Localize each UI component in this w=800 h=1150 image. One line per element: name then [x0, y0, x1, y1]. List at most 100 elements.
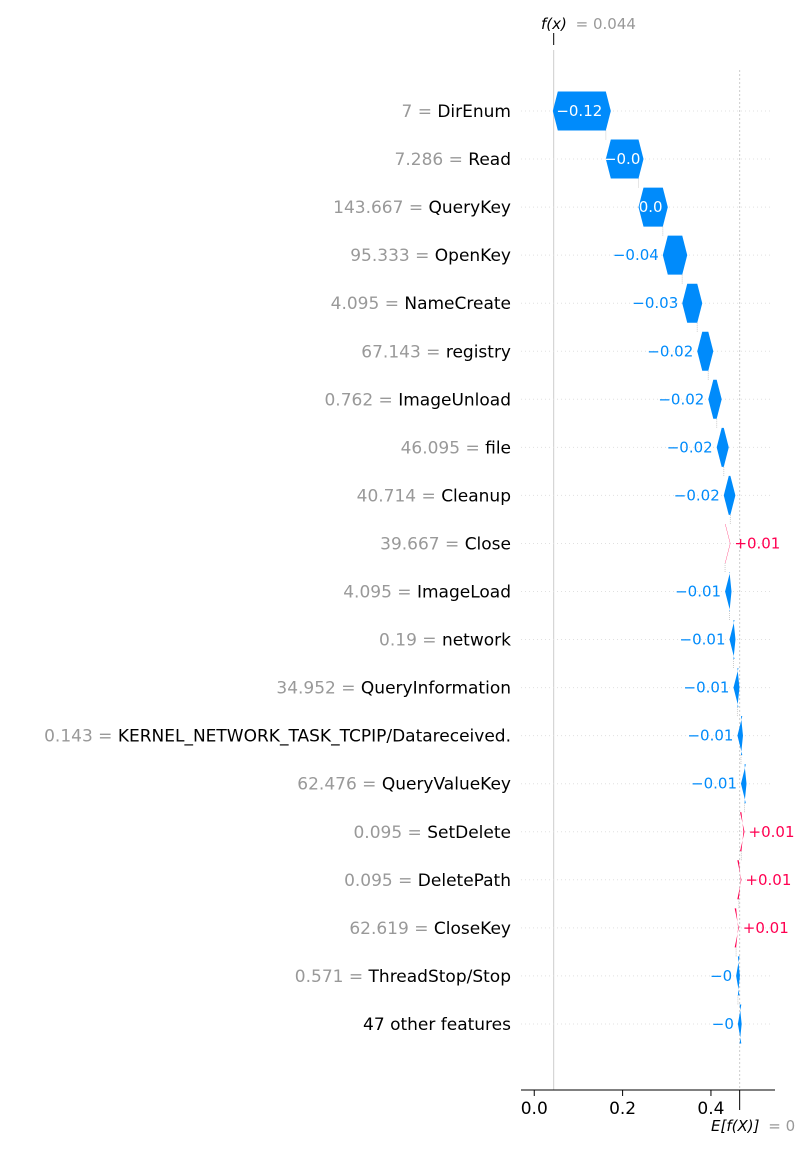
bar-value-label: −0.04	[613, 246, 659, 264]
bar-value-label: −0.12	[556, 102, 602, 120]
negative-contribution-bar	[729, 620, 736, 660]
feature-name: DeletePath	[418, 871, 511, 891]
bar-value-label: −0.02	[667, 438, 713, 456]
feature-value: 39.667 =	[380, 534, 465, 554]
feature-value: 40.714 =	[357, 486, 442, 506]
feature-value: 0.19 =	[379, 631, 442, 651]
feature-value: 4.095 =	[331, 294, 405, 314]
feature-label: 47 other features	[363, 1015, 511, 1035]
positive-contribution-bar	[740, 812, 745, 852]
feature-label: 7 = DirEnum	[401, 102, 511, 122]
feature-value: 95.333 =	[350, 246, 435, 266]
x-tick-label: 0.4	[697, 1099, 724, 1119]
x-tick-label: 0.0	[521, 1099, 548, 1119]
feature-name: ImageUnload	[398, 390, 511, 410]
feature-name: Close	[465, 534, 511, 554]
feature-value: 7.286 =	[395, 150, 469, 170]
bar-value-label: +0.01	[734, 534, 780, 552]
feature-name: ThreadStop/Stop	[368, 967, 511, 987]
positive-contribution-bar	[737, 860, 742, 900]
bar-value-label: −0.01	[691, 775, 737, 793]
expected-value-label: E[f(X)] = 0	[711, 1117, 795, 1135]
negative-contribution-bar	[682, 283, 703, 323]
feature-name: QueryInformation	[361, 679, 511, 699]
feature-value: 0.095 =	[344, 871, 418, 891]
feature-name: QueryValueKey	[382, 775, 511, 795]
x-axis: 0.0 0.2 0.4	[521, 1089, 775, 1119]
bar-value-label: −0.01	[675, 583, 721, 601]
feature-label: 39.667 = Close	[380, 534, 511, 554]
feature-value: 4.095 =	[343, 583, 417, 603]
negative-contribution-bar	[740, 764, 747, 804]
fx-label: f(x) = 0.044	[541, 15, 636, 33]
negative-contribution-bar	[697, 331, 714, 371]
negative-contribution-bar	[552, 91, 611, 131]
feature-name: Cleanup	[441, 486, 511, 506]
bar-value-label: −0.01	[687, 727, 733, 745]
bar-value-label: −0.01	[680, 631, 726, 649]
feature-value: 0.095 =	[353, 823, 427, 843]
bar-value-label: −0.02	[658, 390, 704, 408]
feature-label: 0.571 = ThreadStop/Stop	[295, 967, 511, 987]
feature-name: KERNEL_NETWORK_TASK_TCPIP/Datareceived.	[118, 727, 511, 747]
negative-contribution-bar	[737, 716, 743, 756]
expected-label-name: E[f(X)]	[711, 1117, 760, 1135]
feature-label: 95.333 = OpenKey	[350, 246, 511, 266]
bar-value-label: −0.02	[674, 486, 720, 504]
fx-label-value: = 0.044	[576, 15, 636, 33]
negative-contribution-bar	[605, 139, 644, 179]
feature-name: Read	[468, 150, 511, 170]
feature-value: 0.143 =	[44, 727, 118, 747]
feature-value: 34.952 =	[276, 679, 361, 699]
feature-value: 0.571 =	[295, 967, 369, 987]
feature-label: 62.476 = QueryValueKey	[297, 775, 511, 795]
feature-label: 143.667 = QueryKey	[333, 198, 511, 218]
fx-label-name: f(x)	[541, 15, 567, 33]
feature-value: 46.095 =	[401, 438, 486, 458]
feature-value: 7 =	[401, 102, 437, 122]
bar-value-label: +0.01	[743, 919, 789, 937]
feature-label: 34.952 = QueryInformation	[276, 679, 511, 699]
bar-value-label: −0	[712, 1015, 734, 1033]
feature-value: 62.476 =	[297, 775, 382, 795]
feature-label: 7.286 = Read	[395, 150, 511, 170]
feature-name: OpenKey	[435, 246, 511, 266]
feature-label: 0.095 = SetDelete	[353, 823, 511, 843]
feature-label: 0.143 = KERNEL_NETWORK_TASK_TCPIP/Datare…	[44, 727, 511, 747]
positive-contribution-bar	[734, 908, 739, 948]
negative-contribution-bar	[736, 956, 740, 996]
x-tick-label: 0.2	[609, 1099, 636, 1119]
feature-labels: 7 = DirEnum 7.286 = Read 143.667 = QueryKe…	[44, 102, 511, 1035]
feature-name: NameCreate	[404, 294, 511, 314]
negative-contribution-bar	[733, 668, 740, 708]
feature-value: 143.667 =	[333, 198, 428, 218]
negative-contribution-bar	[716, 427, 729, 467]
bars-layer: −0.12 −0.0 0.0 −0.04 −0.03 −0.02 −0.02 −0.02 −0.…	[552, 91, 795, 1044]
grid-lines	[521, 33, 770, 1110]
bar-value-label: +0.01	[745, 871, 791, 889]
expected-label-value: = 0	[768, 1117, 795, 1135]
feature-value: 62.619 =	[349, 919, 434, 939]
negative-contribution-bar	[708, 379, 722, 419]
feature-value: 67.143 =	[361, 342, 446, 362]
feature-name: ImageLoad	[417, 583, 511, 603]
feature-name: 47 other features	[363, 1015, 511, 1035]
feature-label: 0.19 = network	[379, 631, 511, 651]
negative-contribution-bar	[737, 1004, 742, 1044]
bar-value-label: +0.01	[749, 823, 795, 841]
feature-name: CloseKey	[434, 919, 511, 939]
bar-value-label: −0.02	[647, 342, 693, 360]
feature-name: SetDelete	[427, 823, 511, 843]
negative-contribution-bar	[662, 235, 688, 275]
bar-value-label: 0.0	[639, 198, 663, 216]
feature-label: 4.095 = NameCreate	[331, 294, 511, 314]
negative-contribution-bar	[638, 187, 668, 227]
feature-label: 46.095 = file	[401, 438, 511, 458]
feature-name: network	[442, 631, 511, 651]
feature-name: DirEnum	[437, 102, 511, 122]
negative-contribution-bar	[725, 572, 732, 611]
feature-label: 62.619 = CloseKey	[349, 919, 511, 939]
feature-name: QueryKey	[429, 198, 512, 218]
feature-label: 4.095 = ImageLoad	[343, 583, 511, 603]
